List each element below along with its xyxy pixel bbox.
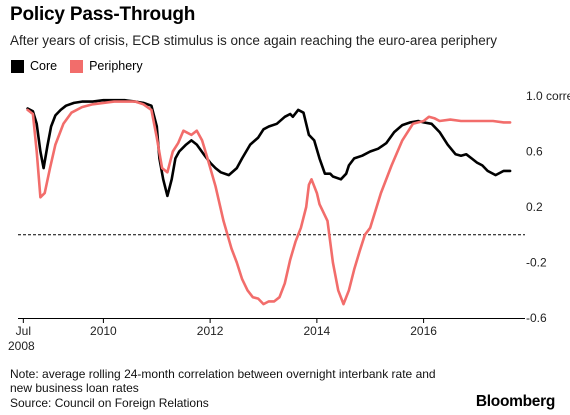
x-tick-sublabel: 2008 — [8, 339, 35, 353]
chart-title: Policy Pass-Through — [10, 4, 196, 25]
y-tick-label: -0.6 — [526, 311, 547, 325]
legend: Core Periphery — [11, 59, 156, 73]
brand-logo-text: Bloomberg — [475, 393, 555, 410]
chart-note: Note: average rolling 24-month correlati… — [10, 367, 436, 395]
legend-label-periphery: Periphery — [89, 59, 143, 73]
chart-source: Source: Council on Foreign Relations — [10, 396, 209, 410]
x-tick-label: 2010 — [90, 324, 117, 338]
legend-item-periphery: Periphery — [70, 59, 143, 73]
x-tick-label: Jul — [16, 324, 31, 338]
y-tick-label: 1.0 correlation — [526, 89, 570, 103]
series-line-core — [26, 98, 512, 198]
series-line-periphery — [26, 100, 512, 306]
y-tick-label: 0.2 — [526, 200, 543, 214]
x-tick-label: 2012 — [197, 324, 224, 338]
x-tick-label: 2014 — [304, 324, 331, 338]
chart-subtitle: After years of crisis, ECB stimulus is o… — [10, 33, 497, 48]
legend-item-core: Core — [11, 59, 57, 73]
y-tick-label: 0.6 — [526, 145, 543, 159]
legend-swatch-periphery — [70, 59, 84, 73]
y-tick-label: -0.2 — [526, 256, 547, 270]
legend-label-core: Core — [30, 59, 58, 73]
legend-swatch-core — [11, 59, 24, 73]
x-tick-label: 2016 — [410, 324, 437, 338]
